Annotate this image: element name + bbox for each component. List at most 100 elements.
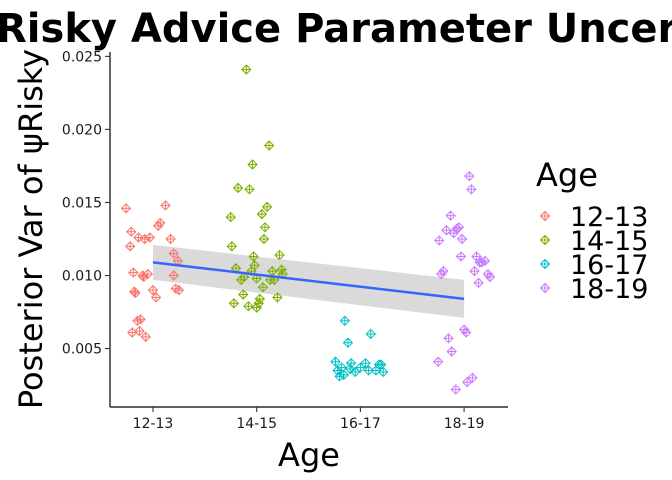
data-point <box>248 251 259 262</box>
data-point <box>272 292 283 303</box>
data-point <box>432 356 444 367</box>
data-point <box>253 298 264 309</box>
data-point <box>150 292 162 303</box>
data-point <box>484 271 496 283</box>
data-point <box>160 200 171 211</box>
data-point <box>438 265 449 277</box>
regression-line <box>152 261 465 301</box>
x-tick-label: 16-17 <box>340 416 381 432</box>
data-point <box>244 184 255 195</box>
data-point <box>225 211 236 223</box>
data-point <box>373 359 385 370</box>
data-point <box>168 248 179 259</box>
legend-label: 18-19 <box>570 274 648 305</box>
data-point <box>258 233 270 245</box>
data-point <box>474 257 485 268</box>
legend-key-marker <box>539 282 551 294</box>
y-tick-label: 0.015 <box>62 195 102 211</box>
data-point <box>274 249 285 261</box>
legend-label: 14-15 <box>570 226 648 257</box>
y-axis-title: Posterior Var of ψRisky <box>12 49 50 409</box>
data-point <box>257 281 269 293</box>
data-point <box>134 325 145 337</box>
data-point <box>443 333 454 344</box>
x-axis-title: Age <box>278 436 340 474</box>
data-point <box>473 277 484 289</box>
data-point <box>450 384 462 395</box>
data-point <box>462 376 473 388</box>
data-point <box>129 286 140 297</box>
data-point <box>168 270 179 281</box>
data-point <box>226 241 238 252</box>
data-point <box>256 208 268 220</box>
data-point <box>446 346 457 357</box>
data-point <box>338 369 350 381</box>
data-points-layer <box>120 64 496 395</box>
data-point <box>247 159 258 170</box>
legend-key-marker <box>539 234 551 246</box>
data-point <box>165 233 176 245</box>
data-point <box>363 365 374 376</box>
data-point <box>455 251 467 262</box>
x-ticks: 12-13 14-15 16-17 18-19 <box>133 407 485 432</box>
data-point <box>466 184 477 195</box>
data-point <box>365 328 376 340</box>
data-point <box>138 271 149 283</box>
data-point <box>460 327 472 338</box>
y-tick-label: 0.010 <box>62 269 102 285</box>
data-point <box>173 284 185 296</box>
y-ticks: 0.005 0.010 0.015 0.020 0.025 <box>62 49 110 358</box>
data-point <box>334 371 345 382</box>
data-point <box>127 327 138 338</box>
legend-label: 12-13 <box>570 202 648 233</box>
data-point <box>441 225 452 236</box>
data-point <box>135 314 146 325</box>
data-point <box>360 357 371 369</box>
legend-label: 16-17 <box>570 250 648 281</box>
chart-title: Risky Advice Parameter Uncert <box>0 6 672 52</box>
data-point <box>259 222 271 233</box>
data-point <box>133 232 144 243</box>
data-point <box>249 260 260 271</box>
data-point <box>238 289 249 300</box>
data-point <box>469 265 480 277</box>
data-point <box>355 362 366 373</box>
data-point <box>456 233 468 245</box>
data-point <box>251 302 262 313</box>
y-tick-label: 0.005 <box>62 342 102 358</box>
legend-key-marker <box>539 210 551 222</box>
data-point <box>467 372 478 383</box>
data-point <box>261 201 273 213</box>
data-point <box>434 235 445 246</box>
data-point <box>464 170 475 182</box>
data-point <box>453 222 465 233</box>
regression-line-layer <box>152 261 465 301</box>
data-point <box>330 356 341 367</box>
data-point <box>128 267 139 278</box>
data-point <box>339 315 351 327</box>
x-tick-label: 14-15 <box>236 416 277 432</box>
y-tick-label: 0.025 <box>62 49 102 65</box>
data-point <box>140 331 151 343</box>
data-point <box>120 203 132 214</box>
x-tick-label: 12-13 <box>133 416 174 432</box>
y-tick-label: 0.020 <box>62 122 102 138</box>
data-point <box>232 182 244 194</box>
data-point <box>378 366 389 378</box>
data-point <box>144 232 156 243</box>
legend-key-marker <box>539 258 551 270</box>
data-point <box>241 64 252 75</box>
data-point <box>147 284 159 296</box>
data-point <box>155 217 166 229</box>
legend-title: Age <box>536 156 598 194</box>
data-point <box>124 241 136 252</box>
data-point <box>228 298 240 309</box>
x-tick-label: 18-19 <box>444 416 485 432</box>
data-point <box>126 226 137 237</box>
data-point <box>263 140 275 151</box>
data-point <box>254 293 266 305</box>
data-point <box>445 210 456 221</box>
